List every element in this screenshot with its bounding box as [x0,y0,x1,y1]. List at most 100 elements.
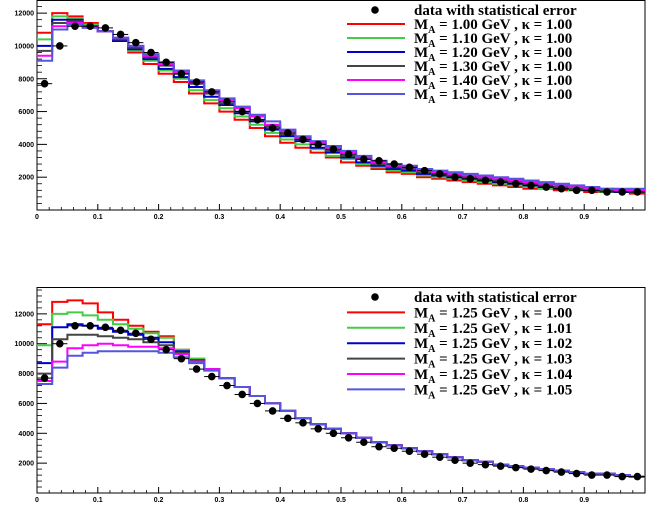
x-tick-label: 0.7 [458,497,468,504]
bottom-panel: 0 0.1 0.2 0.3 0.4 0.5 0.6 0.7 0.8 0.9 2000 4000 6000… [15,287,646,504]
x-tick-label: 0.2 [154,214,164,221]
data-point [56,42,64,50]
data-point [436,170,444,178]
data-point [40,79,49,88]
data-point [56,339,64,348]
data-point [329,145,338,154]
x-tick-label: 0 [35,497,39,504]
legend-label: MA = 1.50 GeV , κ = 1.00 [414,87,572,106]
data-point [253,115,262,124]
y-tick-label: 4000 [18,142,34,149]
legend-label: MA = 1.30 GeV , κ = 1.00 [414,59,572,78]
data-point [71,322,79,330]
data-point [86,22,94,31]
data-point [572,186,581,195]
y-tick-label: 12000 [15,311,35,318]
data-point [162,58,170,67]
x-tick-label: 0.8 [519,214,529,221]
x-tick-label: 0.5 [336,497,346,504]
data-point [208,88,216,96]
data-point [618,472,626,481]
data-point [147,335,155,344]
x-tick-label: 0.6 [397,214,407,221]
x-tick-label: 0.2 [154,497,164,504]
data-point [177,354,186,363]
data-point [588,186,596,195]
data-point [268,407,277,415]
data-point [633,188,642,196]
data-point [466,459,475,467]
x-tick-label: 0.1 [93,497,103,504]
x-tick-label: 0.8 [519,497,529,504]
data-point [603,188,611,196]
y-tick-label: 6000 [18,401,34,408]
x-tick-label: 0.7 [458,214,468,221]
data-point [284,414,292,423]
data-point [496,178,505,186]
data-point [603,471,611,479]
data-point [132,329,140,338]
data-point [375,156,383,165]
y-tick-label: 4000 [18,431,34,438]
data-point [116,30,125,39]
legend-label: MA = 1.00 GeV , κ = 1.00 [414,17,572,36]
data-point [314,140,323,149]
legend-label: MA = 1.25 GeV , κ = 1.05 [414,382,572,401]
data-point [116,326,125,335]
data-point [314,425,323,433]
data-point [588,471,596,479]
data-point [192,78,201,86]
data-point [557,468,566,476]
legend-label: MA = 1.25 GeV , κ = 1.00 [414,305,572,324]
data-point [512,179,520,188]
data-point [162,345,170,354]
data-point [253,399,262,408]
histogram-series [37,350,645,478]
y-tick-label: 2000 [18,461,34,468]
data-point [284,129,292,137]
data-point [481,176,490,185]
data-point [86,322,94,330]
data-point [436,453,444,461]
data-point [223,381,231,390]
x-tick-label: 0.5 [336,214,346,221]
legend-label: MA = 1.40 GeV , κ = 1.00 [414,73,572,92]
data-point [542,466,550,475]
x-tick-label: 0.4 [275,497,285,504]
y-tick-label: 2000 [18,175,34,182]
data-point [238,390,246,399]
x-tick-label: 0.9 [579,497,589,504]
x-tick-label: 0.9 [579,214,589,221]
data-point [238,107,246,116]
data-point [542,183,550,191]
data-point [633,472,642,481]
data-point [344,150,353,159]
data-point [223,97,231,106]
x-tick-label: 0.6 [397,497,407,504]
legend-label: MA = 1.10 GeV , κ = 1.00 [414,31,572,50]
legend-label: MA = 1.25 GeV , κ = 1.02 [414,336,572,355]
data-point [40,374,49,382]
y-tick-label: 12000 [15,11,35,18]
data-point [557,184,566,193]
data-point [360,438,368,447]
x-tick-label: 0 [35,214,39,221]
y-tick-label: 8000 [18,371,34,378]
data-point [101,24,110,32]
data-point [177,70,186,78]
data-point [405,447,414,456]
data-point [268,124,277,132]
data-point [299,135,307,144]
data-point [527,181,535,190]
legend-data-marker [371,293,379,301]
x-tick-label: 0.3 [215,214,225,221]
y-tick-label: 8000 [18,76,34,83]
data-point [390,444,399,453]
data-point [360,155,368,163]
y-tick-label: 10000 [15,341,35,348]
y-tick-label: 10000 [15,43,35,50]
data-point [572,469,581,478]
data-point [481,460,490,469]
